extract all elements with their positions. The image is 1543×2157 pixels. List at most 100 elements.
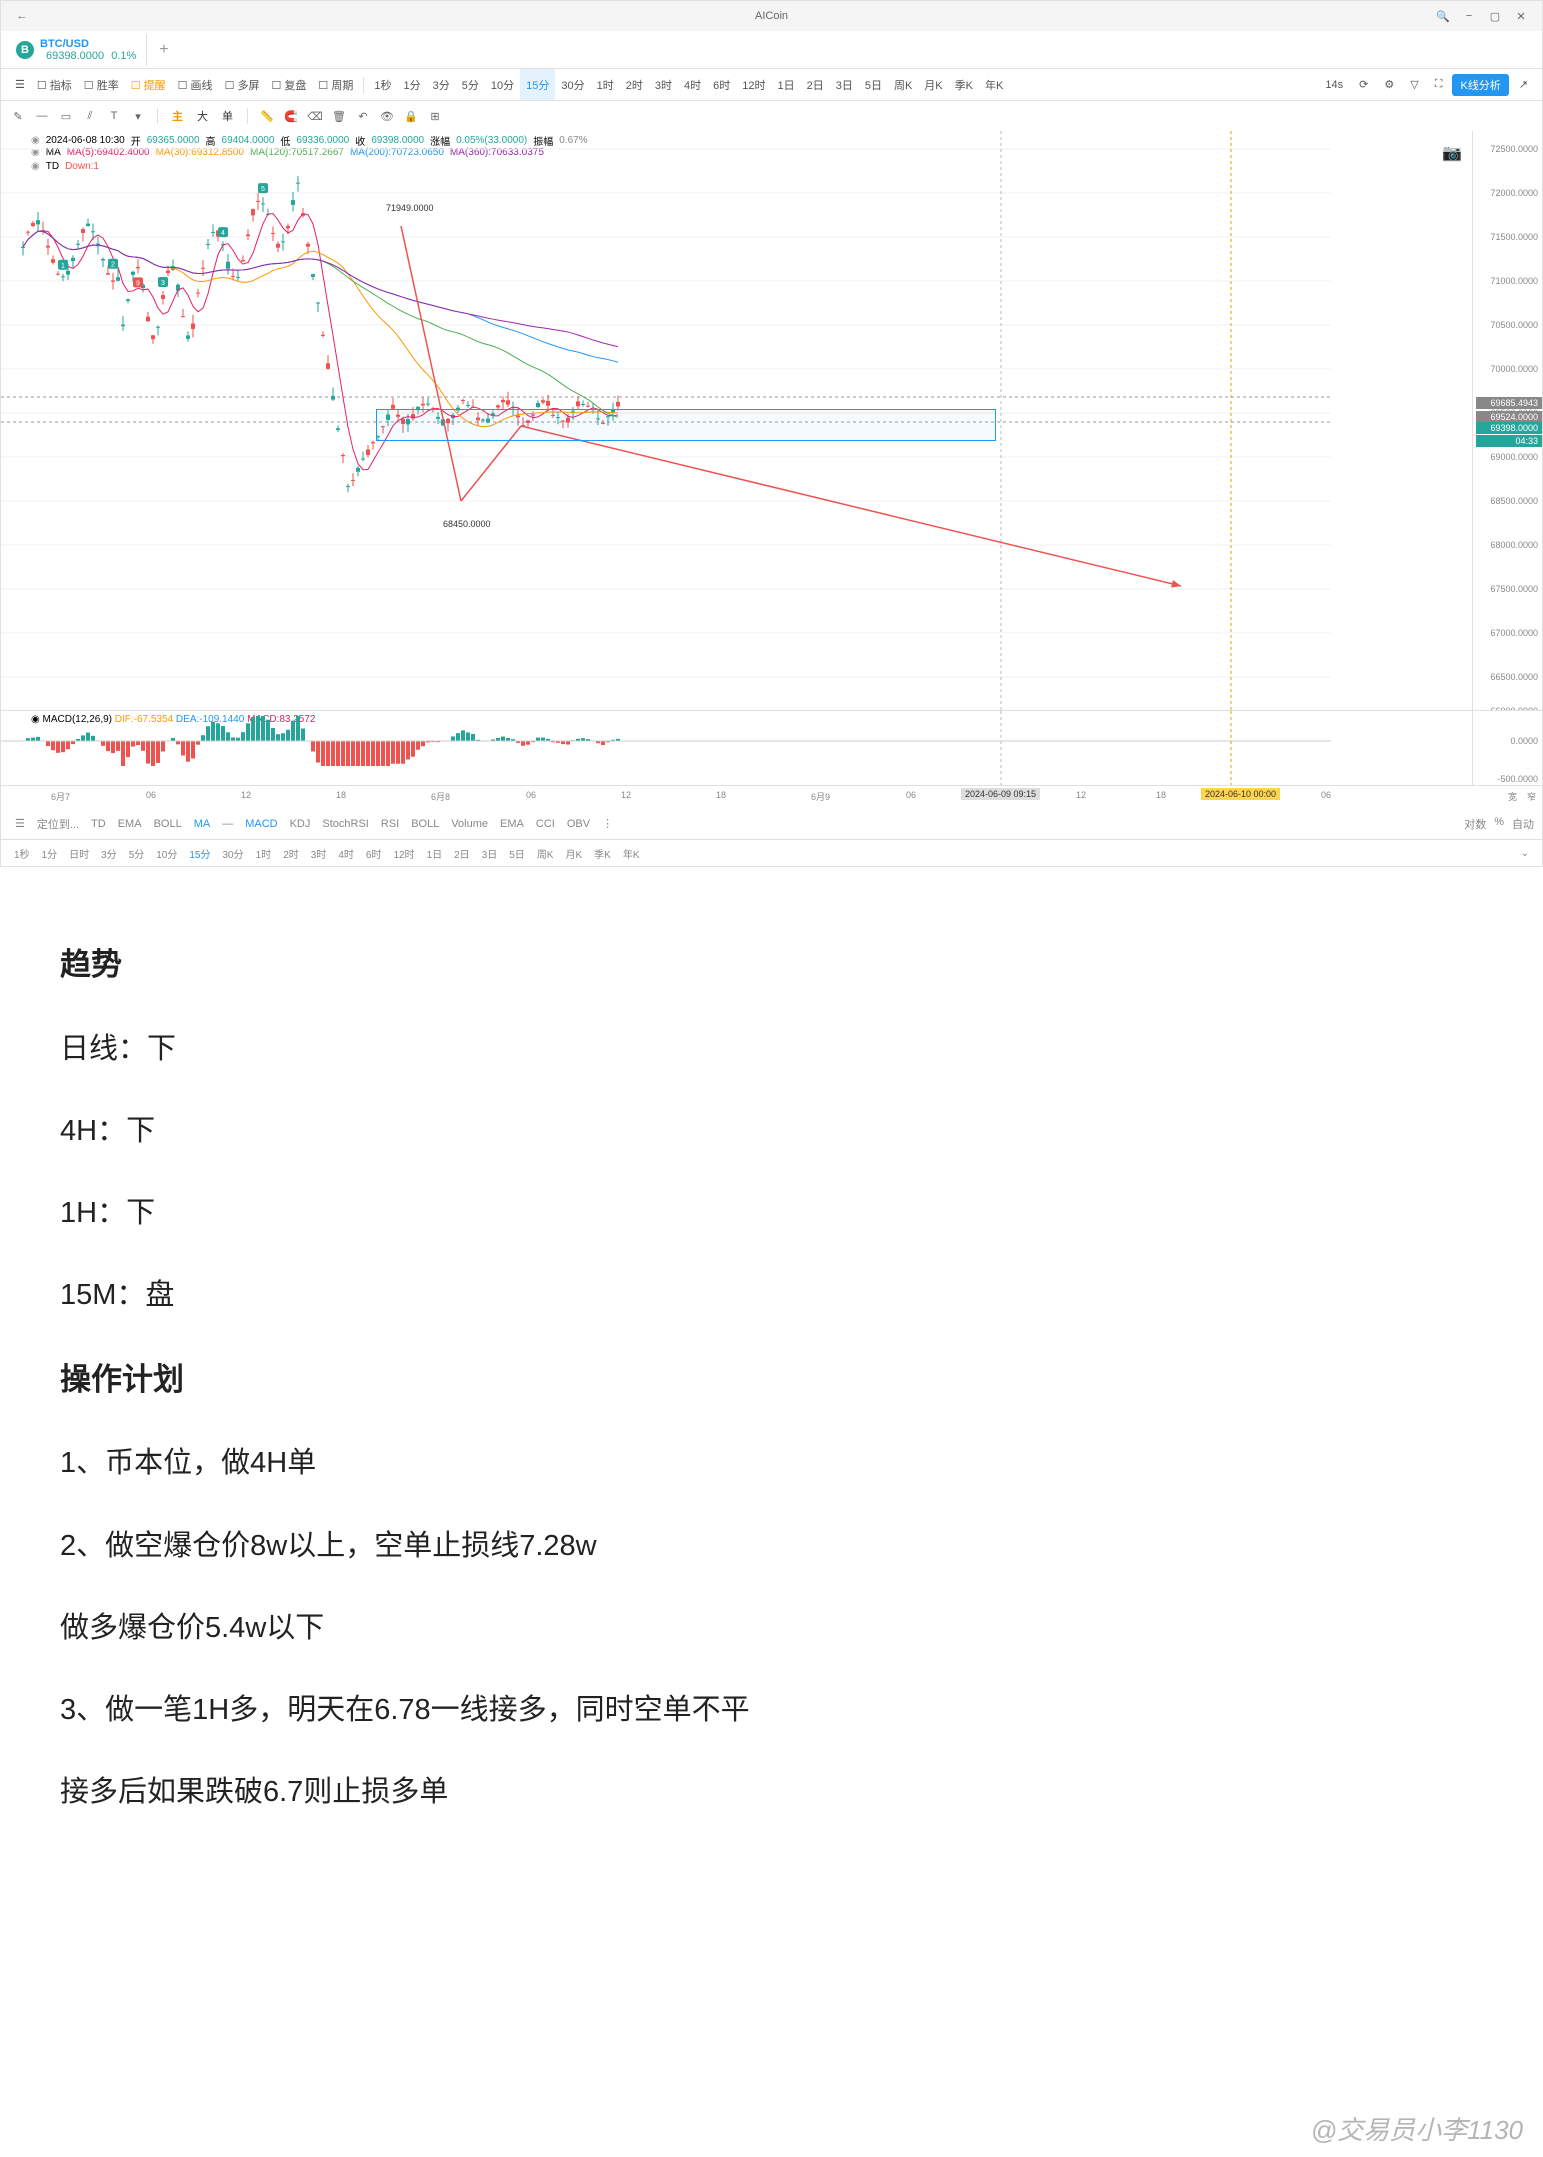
timeframe-6时[interactable]: 6时	[707, 69, 736, 100]
line-icon[interactable]: —	[33, 107, 51, 125]
locate-icon[interactable]: ☰	[9, 817, 31, 830]
undo-icon[interactable]: ↶	[354, 107, 372, 125]
tf2-3时[interactable]: 3时	[306, 846, 332, 861]
tf2-季K[interactable]: 季K	[589, 846, 616, 861]
tf2-5分[interactable]: 5分	[124, 846, 150, 861]
indicator-MA[interactable]: MA	[188, 818, 217, 830]
price-chart[interactable]: 📷 ◉ 2024-06-08 10:30 开69365.0000 高69404.…	[1, 131, 1542, 711]
indicator-—[interactable]: —	[216, 818, 239, 830]
maximize-icon[interactable]: ▢	[1485, 6, 1505, 26]
pencil-icon[interactable]: ✎	[9, 107, 27, 125]
locate-label[interactable]: 定位到...	[31, 816, 85, 832]
refresh-icon[interactable]: ⟳	[1353, 78, 1374, 91]
tf2-6时[interactable]: 6时	[361, 846, 387, 861]
toolbar-item-1[interactable]: ☐ 胜率	[78, 69, 125, 100]
highlight-box[interactable]	[376, 409, 996, 441]
indicator-OBV[interactable]: OBV	[561, 818, 596, 830]
timeframe-1分[interactable]: 1分	[397, 69, 426, 100]
toolbar-item-4[interactable]: ☐ 多屏	[219, 69, 266, 100]
toolbar-item-2[interactable]: ☐ 提醒	[125, 69, 172, 100]
main-btn-0[interactable]: 主	[168, 108, 187, 124]
timeframe-4时[interactable]: 4时	[678, 69, 707, 100]
symbol-tab[interactable]: B BTC/USD 69398.0000 0.1%	[6, 34, 147, 66]
indicator-BOLL[interactable]: BOLL	[405, 818, 445, 830]
measure-icon[interactable]: 📏	[258, 107, 276, 125]
collapse-icon[interactable]: ⌄	[1516, 848, 1534, 859]
dropdown-icon[interactable]: ▾	[129, 107, 147, 125]
eye-icon[interactable]: 👁	[378, 107, 396, 125]
tf2-15分[interactable]: 15分	[184, 846, 215, 861]
magnet-icon[interactable]: 🧲	[282, 107, 300, 125]
indicator-CCI[interactable]: CCI	[530, 818, 561, 830]
timeframe-5分[interactable]: 5分	[456, 69, 485, 100]
timeframe-1时[interactable]: 1时	[591, 69, 620, 100]
timeframe-1秒[interactable]: 1秒	[368, 69, 397, 100]
tf2-1秒[interactable]: 1秒	[9, 846, 35, 861]
back-arrow-icon[interactable]: ←	[12, 6, 32, 26]
timeframe-3分[interactable]: 3分	[427, 69, 456, 100]
indicator-Volume[interactable]: Volume	[445, 818, 494, 830]
timeframe-月K[interactable]: 月K	[918, 69, 948, 100]
macd-panel[interactable]: ◉ MACD(12,26,9) DIF:-67.5354 DEA:-109.14…	[1, 711, 1542, 786]
timeframe-季K[interactable]: 季K	[949, 69, 979, 100]
timeframe-5日[interactable]: 5日	[859, 69, 888, 100]
indicator-BOLL[interactable]: BOLL	[148, 818, 188, 830]
tf2-10分[interactable]: 10分	[151, 846, 182, 861]
pct-scale[interactable]: %	[1494, 816, 1504, 832]
fib-icon[interactable]: ⫽	[81, 107, 99, 125]
main-btn-2[interactable]: 单	[218, 108, 237, 124]
tf2-1分[interactable]: 1分	[37, 846, 63, 861]
indicator-menu-icon[interactable]: ⋮	[596, 817, 619, 830]
toolbar-item-0[interactable]: ☐ 指标	[31, 69, 78, 100]
toolbar-item-6[interactable]: ☐ 周期	[312, 69, 359, 100]
indicator-EMA[interactable]: EMA	[112, 818, 148, 830]
tf2-1时[interactable]: 1时	[251, 846, 277, 861]
eraser-icon[interactable]: ⌫	[306, 107, 324, 125]
timeframe-年K[interactable]: 年K	[979, 69, 1009, 100]
indicator-RSI[interactable]: RSI	[375, 818, 405, 830]
menu-icon[interactable]: ☰	[9, 69, 31, 100]
tf2-3分[interactable]: 3分	[96, 846, 122, 861]
settings-icon[interactable]: ⚙	[1378, 78, 1400, 91]
tf2-12时[interactable]: 12时	[388, 846, 419, 861]
toolbar-item-5[interactable]: ☐ 复盘	[265, 69, 312, 100]
indicator-MACD[interactable]: MACD	[239, 818, 283, 830]
timeframe-2日[interactable]: 2日	[801, 69, 830, 100]
tf2-5日[interactable]: 5日	[504, 846, 530, 861]
kline-analysis-button[interactable]: K线分析	[1452, 74, 1508, 96]
tf2-年K[interactable]: 年K	[618, 846, 645, 861]
lock-icon[interactable]: 🔒	[402, 107, 420, 125]
tf2-2日[interactable]: 2日	[449, 846, 475, 861]
timeframe-15分[interactable]: 15分	[520, 69, 555, 100]
tf2-月K[interactable]: 月K	[560, 846, 587, 861]
add-tab-button[interactable]: +	[147, 41, 180, 59]
timeframe-2时[interactable]: 2时	[620, 69, 649, 100]
timeframe-周K[interactable]: 周K	[888, 69, 918, 100]
tf2-3日[interactable]: 3日	[477, 846, 503, 861]
indicator-KDJ[interactable]: KDJ	[284, 818, 317, 830]
indicator-TD[interactable]: TD	[85, 818, 112, 830]
log-scale[interactable]: 对数	[1464, 816, 1486, 832]
search-icon[interactable]: 🔍	[1433, 6, 1453, 26]
text-icon[interactable]: T	[105, 107, 123, 125]
zoom-wide[interactable]: 宽	[1508, 790, 1517, 803]
timeframe-12时[interactable]: 12时	[736, 69, 771, 100]
tf2-日时[interactable]: 日时	[64, 846, 94, 861]
filter-icon[interactable]: ▽	[1404, 78, 1424, 91]
timeframe-3日[interactable]: 3日	[830, 69, 859, 100]
timeframe-1日[interactable]: 1日	[771, 69, 800, 100]
hline-icon[interactable]: ▭	[57, 107, 75, 125]
expand-icon[interactable]: ⛶	[1429, 78, 1449, 91]
auto-scale[interactable]: 自动	[1512, 816, 1534, 832]
grid-icon[interactable]: ⊞	[426, 107, 444, 125]
tf2-2时[interactable]: 2时	[278, 846, 304, 861]
tf2-4时[interactable]: 4时	[333, 846, 359, 861]
share-icon[interactable]: ↗	[1513, 78, 1534, 91]
tf2-1日[interactable]: 1日	[422, 846, 448, 861]
close-icon[interactable]: ✕	[1511, 6, 1531, 26]
tf2-30分[interactable]: 30分	[218, 846, 249, 861]
zoom-narrow[interactable]: 窄	[1527, 790, 1536, 803]
timeframe-3时[interactable]: 3时	[649, 69, 678, 100]
main-btn-1[interactable]: 大	[193, 108, 212, 124]
minimize-icon[interactable]: −	[1459, 6, 1479, 26]
